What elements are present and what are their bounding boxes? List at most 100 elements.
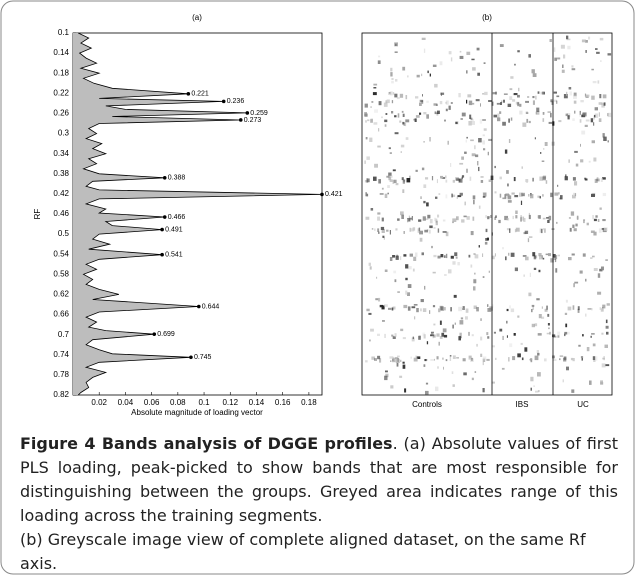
y-tick-label: 0.3	[58, 129, 70, 138]
image-speck	[411, 306, 416, 309]
image-speck	[553, 91, 557, 94]
image-speck	[389, 356, 394, 359]
image-speck	[394, 42, 398, 47]
image-speck	[461, 219, 465, 223]
peak-label: 0.221	[191, 91, 209, 98]
image-speck	[517, 102, 520, 107]
image-speck	[395, 358, 400, 363]
image-speck	[413, 357, 418, 362]
image-speck	[482, 93, 485, 95]
image-speck	[442, 231, 447, 233]
image-speck	[430, 359, 435, 361]
image-speck	[566, 91, 568, 96]
image-speck	[552, 355, 555, 359]
image-speck	[389, 91, 393, 96]
image-speck	[530, 358, 533, 363]
image-speck	[378, 55, 381, 58]
caption-text: (b) Greyscale image view of complete ali…	[20, 530, 586, 573]
image-speck	[402, 121, 405, 125]
image-speck	[385, 113, 388, 115]
image-speck	[427, 214, 431, 219]
image-speck	[366, 193, 369, 197]
image-speck	[556, 95, 560, 98]
image-speck	[381, 305, 385, 310]
panel-title: (b)	[482, 13, 492, 22]
image-speck	[425, 382, 429, 385]
image-speck	[607, 140, 609, 143]
y-tick-label: 0.14	[53, 48, 69, 57]
image-speck	[397, 291, 400, 293]
image-speck	[601, 228, 604, 230]
image-speck	[409, 227, 411, 232]
image-speck	[399, 93, 404, 98]
image-speck	[452, 261, 456, 265]
image-speck	[528, 214, 531, 220]
image-speck	[543, 148, 545, 150]
image-speck	[547, 111, 551, 113]
y-tick-label: 0.58	[53, 269, 69, 278]
x-tick-label: 0.02	[91, 398, 107, 407]
image-speck	[538, 269, 541, 273]
image-speck	[510, 252, 515, 257]
image-speck	[477, 72, 480, 76]
image-speck	[403, 304, 408, 309]
image-speck	[474, 272, 476, 275]
image-speck	[485, 215, 487, 218]
image-speck	[541, 160, 545, 162]
image-speck	[499, 111, 502, 114]
image-speck	[388, 307, 392, 310]
image-speck	[389, 257, 393, 261]
image-speck	[484, 241, 488, 245]
image-speck	[461, 112, 466, 117]
image-speck	[384, 193, 388, 198]
image-speck	[474, 254, 479, 259]
image-speck	[480, 180, 484, 183]
image-frame	[361, 32, 613, 396]
image-speck	[457, 121, 459, 125]
image-speck	[504, 149, 508, 154]
image-speck	[440, 306, 444, 311]
image-speck	[575, 163, 579, 167]
image-speck	[480, 336, 483, 341]
image-speck	[425, 390, 429, 395]
image-speck	[545, 253, 549, 256]
image-speck	[377, 333, 380, 336]
image-speck	[593, 122, 595, 126]
image-speck	[573, 192, 576, 197]
image-speck	[602, 357, 605, 360]
image-speck	[603, 102, 606, 106]
image-speck	[505, 193, 509, 196]
image-speck	[381, 187, 384, 190]
image-speck	[421, 37, 426, 40]
image-speck	[452, 355, 456, 359]
image-speck	[394, 279, 397, 283]
image-speck	[494, 191, 497, 194]
image-speck	[389, 92, 391, 94]
image-speck	[435, 220, 438, 226]
image-speck	[493, 114, 498, 118]
image-speck	[466, 168, 468, 173]
image-speck	[409, 175, 411, 180]
image-speck	[468, 355, 472, 360]
image-speck	[370, 119, 373, 123]
image-speck	[483, 128, 487, 131]
image-speck	[450, 255, 454, 259]
x-tick-label: 0.16	[275, 398, 291, 407]
image-speck	[374, 163, 378, 168]
image-speck	[499, 193, 502, 198]
image-speck	[377, 216, 380, 221]
image-speck	[405, 119, 410, 123]
image-speck	[520, 217, 522, 222]
image-speck	[488, 216, 492, 218]
image-speck	[523, 274, 525, 277]
image-speck	[384, 269, 388, 272]
image-speck	[414, 118, 417, 122]
image-speck	[384, 119, 388, 123]
caption-paragraph: Figure 4 Bands analysis of DGGE profiles…	[20, 432, 618, 528]
image-speck	[378, 179, 381, 184]
image-speck	[423, 184, 427, 188]
image-speck	[459, 55, 464, 59]
image-speck	[434, 112, 439, 115]
image-speck	[423, 334, 426, 339]
